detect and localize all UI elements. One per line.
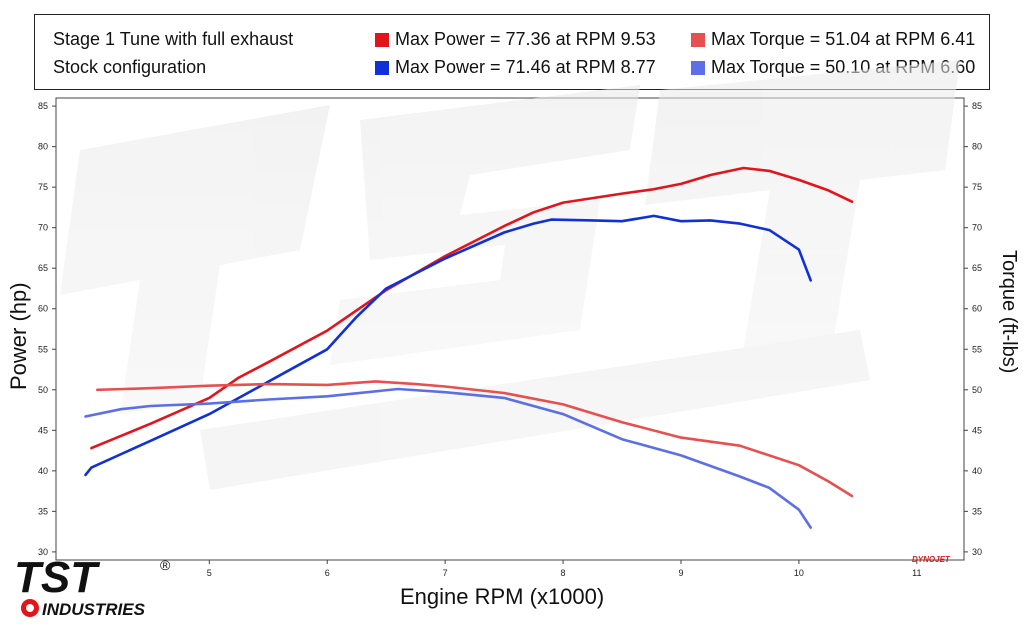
y2-tick-label: 85 bbox=[972, 101, 982, 111]
legend-swatch-tuned-power bbox=[375, 33, 389, 47]
legend-series-b-label: Stock configuration bbox=[53, 57, 207, 77]
y-axis-title: Power (hp) bbox=[6, 282, 31, 390]
logo-reg: ® bbox=[160, 557, 171, 573]
y2-tick-label: 40 bbox=[972, 466, 982, 476]
y2-tick-label: 80 bbox=[972, 142, 982, 152]
legend: Stage 1 Tune with full exhaust Stock con… bbox=[34, 14, 990, 90]
series-layer bbox=[84, 166, 854, 529]
y-tick-label: 45 bbox=[38, 425, 48, 435]
y-tick-label: 65 bbox=[38, 263, 48, 273]
watermark bbox=[60, 60, 960, 490]
x-tick-label: 9 bbox=[678, 568, 683, 578]
x-tick-label: 10 bbox=[794, 568, 804, 578]
tst-logo: TST ® INDUSTRIES bbox=[10, 552, 190, 627]
y2-tick-label: 50 bbox=[972, 385, 982, 395]
legend-tuned-torque: Max Torque = 51.04 at RPM 6.41 bbox=[711, 29, 976, 49]
legend-swatch-tuned-torque bbox=[691, 33, 705, 47]
y-tick-label: 30 bbox=[38, 547, 48, 557]
series-line-tuned-power bbox=[90, 166, 854, 450]
y2-tick-label: 60 bbox=[972, 304, 982, 314]
y2-tick-label: 70 bbox=[972, 223, 982, 233]
legend-series-a-label: Stage 1 Tune with full exhaust bbox=[53, 29, 294, 49]
x-tick-label: 6 bbox=[325, 568, 330, 578]
legend-tuned-power: Max Power = 77.36 at RPM 9.53 bbox=[395, 29, 656, 49]
series-line-tuned-torque bbox=[96, 380, 854, 498]
logo-text: TST bbox=[14, 553, 100, 602]
y2-tick-label: 75 bbox=[972, 182, 982, 192]
x-axis-title: Engine RPM (x1000) bbox=[400, 584, 605, 609]
y2-tick-label: 45 bbox=[972, 425, 982, 435]
legend-swatch-stock-torque bbox=[691, 61, 705, 75]
logo-subtext: INDUSTRIES bbox=[42, 600, 146, 619]
y-tick-label: 50 bbox=[38, 385, 48, 395]
dynojet-mark: DYNOJET bbox=[912, 555, 951, 564]
y-tick-label: 70 bbox=[38, 223, 48, 233]
y2-tick-label: 35 bbox=[972, 506, 982, 516]
legend-swatch-stock-power bbox=[375, 61, 389, 75]
y-tick-label: 60 bbox=[38, 304, 48, 314]
x-tick-label: 8 bbox=[561, 568, 566, 578]
y-tick-label: 55 bbox=[38, 344, 48, 354]
x-tick-label: 7 bbox=[443, 568, 448, 578]
y2-axis-title: Torque (ft-lbs) bbox=[998, 250, 1020, 374]
x-tick-label: 5 bbox=[207, 568, 212, 578]
legend-stock-power: Max Power = 71.46 at RPM 8.77 bbox=[395, 57, 656, 77]
series-line-stock-torque bbox=[84, 387, 813, 529]
y-tick-label: 85 bbox=[38, 101, 48, 111]
y2-tick-label: 55 bbox=[972, 344, 982, 354]
y-tick-label: 80 bbox=[38, 142, 48, 152]
y-tick-label: 40 bbox=[38, 466, 48, 476]
y-tick-label: 35 bbox=[38, 506, 48, 516]
y-tick-label: 75 bbox=[38, 182, 48, 192]
y2-tick-label: 65 bbox=[972, 263, 982, 273]
y2-tick-label: 30 bbox=[972, 547, 982, 557]
x-tick-label: 11 bbox=[912, 568, 921, 578]
